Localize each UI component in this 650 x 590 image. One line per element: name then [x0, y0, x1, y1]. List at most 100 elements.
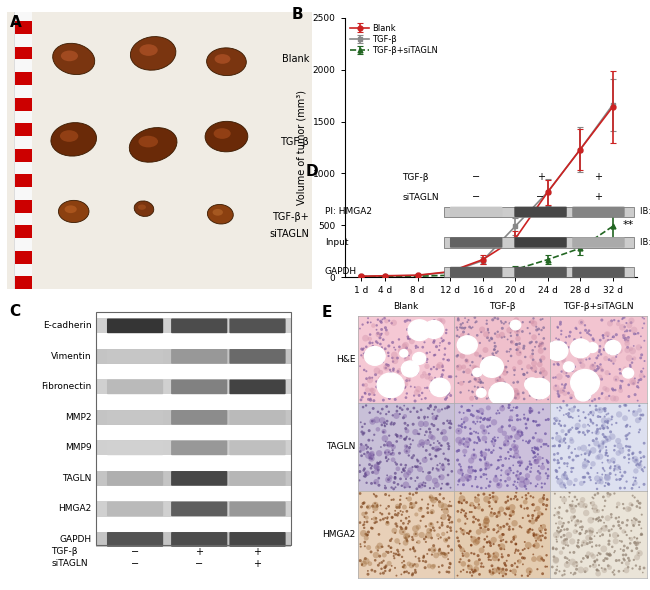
Point: [538, 522, 549, 531]
Point: [560, 468, 571, 477]
Point: [380, 421, 390, 431]
Point: [541, 504, 551, 514]
Point: [467, 370, 478, 379]
Point: [363, 451, 374, 460]
Point: [428, 523, 439, 533]
Point: [488, 492, 498, 502]
Point: [572, 541, 582, 550]
Point: [460, 447, 470, 456]
Point: [598, 438, 608, 447]
Point: [378, 568, 389, 578]
Point: [361, 381, 371, 390]
Point: [628, 453, 638, 463]
Point: [398, 466, 409, 475]
Point: [625, 539, 636, 548]
Point: [569, 335, 580, 345]
Point: [584, 451, 594, 460]
Point: [525, 338, 536, 348]
Point: [549, 345, 560, 355]
Point: [551, 556, 561, 565]
Point: [436, 473, 447, 482]
Point: [376, 420, 387, 430]
Point: [411, 321, 421, 330]
Ellipse shape: [214, 128, 231, 139]
Point: [478, 542, 489, 552]
Point: [567, 366, 577, 375]
Point: [535, 342, 545, 351]
Point: [500, 317, 511, 327]
Point: [585, 534, 595, 543]
Point: [506, 537, 517, 546]
Point: [571, 368, 581, 377]
Point: [534, 461, 544, 471]
Point: [470, 419, 480, 428]
Point: [515, 453, 525, 462]
Point: [420, 383, 430, 392]
Point: [541, 390, 552, 399]
Point: [588, 411, 599, 420]
Point: [635, 458, 645, 467]
Point: [394, 335, 404, 344]
Point: [424, 424, 435, 434]
Point: [399, 401, 410, 411]
Point: [384, 566, 395, 575]
Point: [616, 384, 626, 393]
Bar: [96, 425, 291, 435]
Point: [468, 568, 478, 577]
Point: [562, 525, 573, 534]
Point: [438, 529, 448, 539]
Point: [464, 473, 474, 483]
Point: [422, 383, 432, 392]
Point: [525, 569, 535, 579]
Point: [586, 407, 596, 417]
Point: [554, 527, 564, 537]
Point: [626, 344, 636, 353]
Point: [550, 504, 560, 513]
Point: [521, 464, 532, 474]
Point: [378, 395, 389, 405]
Point: [529, 319, 539, 328]
Point: [389, 381, 400, 390]
Text: TGF-β+: TGF-β+: [272, 212, 309, 222]
Point: [411, 529, 421, 539]
Point: [503, 437, 514, 446]
Point: [551, 565, 562, 575]
Point: [360, 348, 370, 358]
Point: [504, 391, 515, 401]
Point: [429, 316, 439, 325]
Point: [508, 403, 519, 412]
Point: [430, 402, 441, 412]
Point: [577, 450, 587, 460]
Point: [365, 338, 375, 348]
Point: [384, 502, 394, 511]
Point: [357, 422, 367, 432]
Point: [390, 510, 400, 519]
Point: [371, 461, 382, 471]
Point: [574, 444, 584, 453]
Point: [494, 408, 504, 418]
Point: [593, 489, 603, 498]
Bar: [15, 72, 32, 85]
Point: [573, 536, 584, 545]
Point: [591, 541, 601, 550]
Point: [493, 555, 504, 564]
Point: [630, 454, 640, 464]
Point: [367, 373, 378, 382]
Point: [612, 347, 622, 356]
Point: [401, 480, 411, 490]
Point: [404, 335, 415, 344]
Point: [454, 421, 464, 430]
Point: [578, 408, 589, 417]
Point: [498, 571, 508, 581]
Point: [530, 444, 541, 454]
Point: [592, 528, 603, 537]
Point: [427, 317, 437, 327]
Point: [390, 474, 400, 483]
Point: [384, 454, 394, 464]
Point: [531, 516, 541, 525]
Point: [433, 534, 443, 543]
Point: [603, 416, 613, 425]
Circle shape: [365, 346, 385, 365]
Point: [577, 522, 588, 532]
Point: [359, 542, 370, 551]
